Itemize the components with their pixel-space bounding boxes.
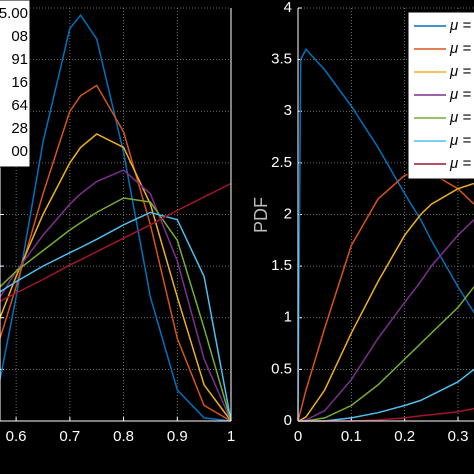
- series-line: [297, 170, 474, 422]
- legend-label: μ =: [449, 17, 471, 34]
- y-tick-label: 1.5: [271, 257, 292, 274]
- legend-label: μ =: [449, 109, 471, 126]
- legend: 5.00 08 91 16 64 28 00: [0, 0, 31, 168]
- legend-label: 00: [11, 143, 28, 160]
- x-tick-label: 0.1: [341, 428, 362, 445]
- plot-area: 0.6 0.7 0.8 0.9 1: [0, 7, 235, 445]
- x-tick-label: 0.8: [113, 428, 134, 445]
- series-line: [0, 13, 232, 422]
- x-tick-label: 0: [294, 428, 302, 445]
- legend-label: μ =: [449, 63, 471, 80]
- legend-label: 28: [11, 120, 28, 137]
- legend-label: μ =: [449, 86, 471, 103]
- series-line: [0, 197, 232, 422]
- y-axis-label: PDF: [251, 197, 271, 233]
- legend-box: [0, 0, 31, 168]
- legend-label: 91: [11, 51, 28, 68]
- y-tick-label: 4: [284, 0, 292, 16]
- x-tick-label: 1: [227, 428, 235, 445]
- y-tick-label: 3.5: [271, 51, 292, 68]
- x-tick-label: 0.3: [448, 428, 469, 445]
- series-line: [0, 84, 232, 422]
- x-tick-label: 0.6: [6, 428, 27, 445]
- y-tick-label: 3: [284, 102, 292, 119]
- y-tick-label: 2: [284, 205, 292, 222]
- legend-label: μ =: [449, 155, 471, 172]
- x-tick-label: 0.2: [394, 428, 415, 445]
- y-tick-label: 0: [284, 412, 292, 429]
- x-tick-label: 0.9: [167, 428, 188, 445]
- x-tick-label: 0.7: [59, 428, 80, 445]
- y-tick-label: 2.5: [271, 154, 292, 171]
- series-line: [297, 182, 474, 422]
- series-line: [0, 133, 232, 422]
- legend: μ = μ = μ = μ = μ = μ = μ =: [407, 11, 474, 180]
- series-line: [0, 211, 232, 422]
- series-line: [298, 286, 474, 422]
- legend-label: 08: [11, 28, 28, 45]
- legend-label: μ =: [449, 132, 471, 149]
- y-tick-label: 0.5: [271, 360, 292, 377]
- legend-label: μ =: [449, 40, 471, 57]
- legend-label: 64: [11, 97, 28, 114]
- series-line: [0, 182, 232, 302]
- y-tick-label: 1: [284, 309, 292, 326]
- series-line: [0, 169, 232, 422]
- legend-label: 5.00: [0, 5, 28, 22]
- legend-label: 16: [11, 74, 28, 91]
